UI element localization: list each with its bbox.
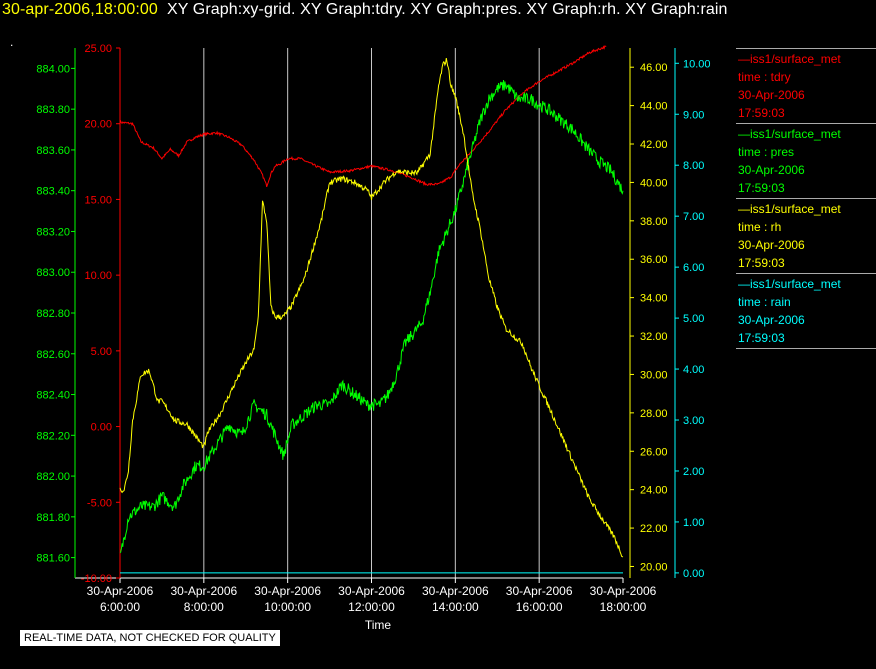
rh-tick-label: 34.00 [640,293,668,305]
legend-series: —iss1/surface_met [738,52,841,66]
legend-clock: 17:59:03 [738,331,785,345]
rh-tick-label: 20.00 [640,561,668,573]
legend-time: time : rain [738,295,791,309]
series-line-rh [119,58,624,558]
x-tick-label: 30-Apr-2006 [254,584,321,598]
header-title: 30-apr-2006,18:00:00 XY Graph:xy-grid. X… [2,1,728,19]
x-tick-label: 18:00:00 [600,600,647,614]
series-line-tdry [119,45,607,188]
rain-tick-label: 10.00 [683,58,711,70]
rh-tick-label: 28.00 [640,408,668,420]
pres-tick-label: 882.40 [36,390,70,402]
rain-tick-label: 5.00 [683,313,704,325]
rain-tick-label: 2.00 [683,466,704,478]
legend-entry-pres: —iss1/surface_met time : pres 30-Apr-200… [736,123,876,198]
rain-tick-label: 1.00 [683,517,704,529]
rh-tick-label: 26.00 [640,446,668,458]
legend-time: time : rh [738,220,782,234]
legend-clock: 17:59:03 [738,256,785,270]
axes-layer: 30-Apr-2006 6:00:00 30-Apr-2006 8:00:00 30-A… [36,43,710,614]
legend-date: 30-Apr-2006 [738,88,805,102]
tdry-tick-label: 0.00 [91,422,112,434]
rh-tick-label: 42.00 [640,139,668,151]
pres-tick-label: 882.60 [36,349,70,361]
tdry-tick-label: 10.00 [84,270,112,282]
rh-tick-label: 24.00 [640,485,668,497]
pres-tick-label: 883.80 [36,104,70,116]
legend-date: 30-Apr-2006 [738,163,805,177]
legend-entry-rh: —iss1/surface_met time : rh 30-Apr-2006 … [736,198,876,273]
x-tick-label: 30-Apr-2006 [422,584,489,598]
x-tick-label: 14:00:00 [432,600,479,614]
legend-entry-tdry: —iss1/surface_met time : tdry 30-Apr-200… [736,48,876,123]
x-tick-label: 30-Apr-2006 [170,584,237,598]
rain-tick-label: 6.00 [683,262,704,274]
header-dot: . [10,35,14,49]
legend-date: 30-Apr-2006 [738,238,805,252]
legend-series: —iss1/surface_met [738,277,841,291]
pres-tick-label: 882.80 [36,308,70,320]
quality-notice: REAL-TIME DATA, NOT CHECKED FOR QUALITY [20,630,280,646]
pres-tick-label: 881.80 [36,512,70,524]
x-axis-label: Time [365,618,392,632]
legend-clock: 17:59:03 [738,181,785,195]
rh-tick-label: 46.00 [640,62,668,74]
rh-tick-label: 36.00 [640,254,668,266]
tdry-tick-label: -5.00 [87,497,112,509]
legend: —iss1/surface_met time : tdry 30-Apr-200… [736,48,876,349]
rain-tick-label: 7.00 [683,211,704,223]
rh-tick-label: 44.00 [640,101,668,113]
pres-tick-label: 882.00 [36,471,70,483]
x-tick-label: 12:00:00 [348,600,395,614]
x-tick-label: 30-Apr-2006 [590,584,657,598]
rh-tick-label: 30.00 [640,369,668,381]
pres-tick-label: 883.40 [36,186,70,198]
legend-entry-rain: —iss1/surface_met time : rain 30-Apr-200… [736,273,876,349]
rain-tick-label: 0.00 [683,568,704,580]
tdry-tick-label: 15.00 [84,194,112,206]
rh-tick-label: 32.00 [640,331,668,343]
tdry-tick-label: 5.00 [91,346,112,358]
legend-time: time : tdry [738,70,791,84]
grid-layer [203,48,540,578]
pres-tick-label: 881.60 [36,553,70,565]
x-tick-label: 16:00:00 [516,600,563,614]
rain-tick-label: 9.00 [683,109,704,121]
series-layer [119,45,624,574]
rain-tick-label: 4.00 [683,364,704,376]
rh-tick-label: 38.00 [640,216,668,228]
x-tick-label: 30-Apr-2006 [506,584,573,598]
series-line-pres [119,79,624,554]
tdry-tick-label: 25.00 [84,43,112,55]
header-timestamp: 30-apr-2006,18:00:00 [2,1,158,18]
pres-tick-label: 883.20 [36,226,70,238]
legend-clock: 17:59:03 [738,106,785,120]
tdry-tick-label: 20.00 [84,119,112,131]
pres-tick-label: 883.60 [36,145,70,157]
rain-tick-label: 8.00 [683,160,704,172]
rh-tick-label: 40.00 [640,177,668,189]
legend-series: —iss1/surface_met [738,127,841,141]
legend-series: —iss1/surface_met [738,202,841,216]
x-tick-label: 10:00:00 [264,600,311,614]
legend-time: time : pres [738,145,795,159]
x-tick-label: 6:00:00 [100,600,140,614]
pres-tick-label: 883.00 [36,267,70,279]
rh-tick-label: 22.00 [640,523,668,535]
x-tick-label: 30-Apr-2006 [338,584,405,598]
tdry-tick-label: -10.00 [81,573,112,585]
x-tick-label: 30-Apr-2006 [87,584,154,598]
pres-tick-label: 882.20 [36,430,70,442]
pres-tick-label: 884.00 [36,63,70,75]
header-graph-list: XY Graph:xy-grid. XY Graph:tdry. XY Grap… [167,1,728,18]
x-tick-label: 8:00:00 [184,600,224,614]
rain-tick-label: 3.00 [683,415,704,427]
legend-date: 30-Apr-2006 [738,313,805,327]
